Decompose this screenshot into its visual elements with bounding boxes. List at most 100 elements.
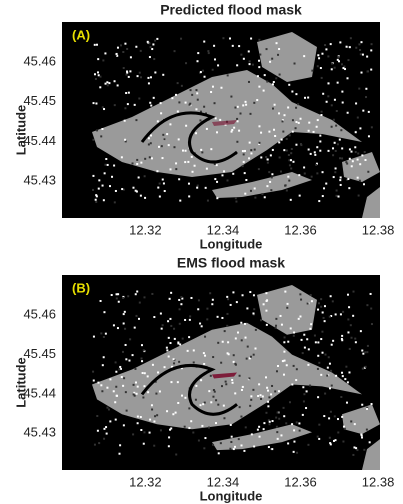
speckle (121, 188, 124, 191)
speckle (213, 44, 216, 47)
speckle (262, 89, 265, 92)
speckle (223, 170, 226, 173)
speckle (92, 188, 95, 191)
speckle (248, 63, 251, 66)
speckle (358, 43, 361, 46)
speckle (212, 395, 215, 398)
speckle (93, 73, 96, 76)
speckle (312, 130, 315, 133)
speckle (250, 395, 253, 398)
speckle (276, 437, 279, 440)
flood-area (212, 120, 237, 126)
speckle (210, 91, 213, 94)
speckle (327, 82, 330, 85)
speckle (233, 445, 236, 448)
speckle (136, 422, 139, 425)
speckle (330, 315, 333, 317)
speckle (226, 74, 229, 77)
speckle (173, 146, 176, 149)
speckle (181, 149, 184, 152)
speckle (286, 306, 289, 309)
speckle (196, 60, 199, 63)
speckle (174, 93, 177, 96)
speckle (188, 336, 191, 339)
speckle (204, 437, 207, 440)
speckle (352, 314, 355, 317)
speckle (114, 401, 117, 404)
speckle (287, 175, 290, 178)
x-tick-label: 12.36 (284, 474, 317, 489)
speckle (160, 112, 163, 115)
speckle (124, 140, 127, 143)
speckle (234, 197, 237, 200)
speckle (329, 410, 332, 413)
speckle (147, 137, 150, 140)
speckle (328, 436, 331, 439)
speckle (230, 130, 233, 133)
speckle (215, 164, 218, 167)
speckle (280, 323, 283, 326)
speckle (265, 323, 268, 326)
speckle (323, 320, 326, 323)
speckle (184, 149, 187, 152)
speckle (122, 188, 125, 191)
speckle (215, 399, 218, 402)
speckle (163, 190, 166, 193)
speckle (240, 415, 243, 418)
speckle (162, 73, 165, 76)
speckle (115, 52, 118, 55)
speckle (338, 138, 341, 141)
speckle (283, 415, 286, 418)
speckle (236, 120, 239, 123)
speckle (136, 75, 139, 78)
speckle (335, 374, 338, 377)
speckle (282, 373, 285, 376)
speckle (368, 441, 371, 444)
speckle (99, 86, 102, 89)
speckle (346, 178, 349, 181)
x-axis-label: Longitude (200, 488, 263, 503)
speckle (356, 176, 359, 179)
speckle (109, 378, 112, 381)
speckle (228, 37, 231, 40)
speckle (365, 96, 368, 99)
speckle (276, 365, 279, 367)
speckle (175, 162, 178, 165)
speckle (114, 361, 117, 364)
speckle (324, 392, 327, 395)
speckle (359, 163, 362, 166)
speckle (326, 374, 329, 377)
speckle (307, 129, 310, 132)
speckle (143, 296, 146, 299)
speckle (189, 315, 192, 318)
speckle (280, 138, 283, 141)
speckle (265, 292, 268, 295)
speckle (253, 308, 256, 311)
speckle (122, 50, 125, 53)
speckle (268, 420, 271, 423)
canal (140, 363, 238, 416)
speckle (125, 73, 128, 76)
speckle (141, 360, 144, 363)
speckle (271, 173, 274, 176)
speckle (143, 385, 146, 388)
speckle (341, 415, 344, 418)
speckle (278, 417, 281, 420)
speckle (248, 357, 251, 360)
speckle (122, 295, 125, 298)
speckle (271, 148, 274, 151)
speckle (190, 296, 193, 299)
speckle (355, 46, 358, 49)
speckle (216, 131, 219, 134)
speckle (115, 370, 118, 373)
speckle (214, 58, 217, 61)
speckle (330, 62, 333, 65)
speckle (230, 435, 233, 438)
speckle (288, 83, 291, 86)
speckle (364, 158, 367, 161)
speckle (200, 379, 203, 382)
speckle (136, 158, 139, 161)
speckle (241, 150, 244, 153)
speckle (258, 59, 261, 62)
speckle (330, 125, 333, 128)
